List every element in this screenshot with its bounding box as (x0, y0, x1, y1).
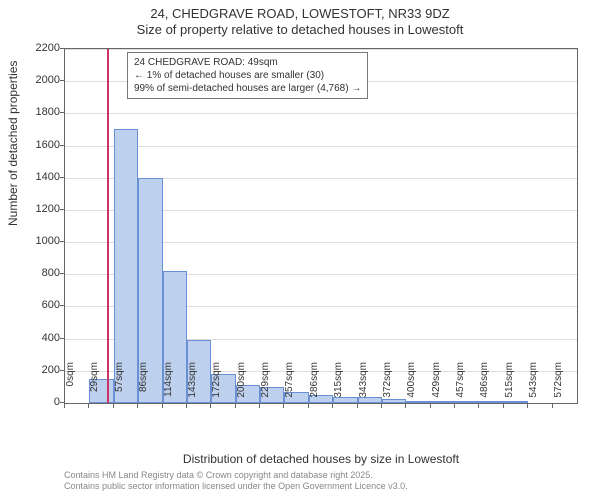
x-tick-mark (210, 404, 211, 408)
gridline (65, 113, 577, 114)
x-tick-mark (235, 404, 236, 408)
y-tick-mark (60, 112, 64, 113)
chart-title-block: 24, CHEDGRAVE ROAD, LOWESTOFT, NR33 9DZ … (0, 0, 600, 37)
annotation-line-1: 24 CHEDGRAVE ROAD: 49sqm (134, 56, 361, 69)
x-tick-mark (137, 404, 138, 408)
y-tick-mark (60, 80, 64, 81)
x-tick-label: 372sqm (382, 362, 393, 408)
title-line-2: Size of property relative to detached ho… (0, 22, 600, 38)
x-tick-label: 200sqm (236, 362, 247, 408)
annotation-line-2: ← 1% of detached houses are smaller (30) (134, 69, 361, 82)
y-axis-label: Number of detached properties (6, 61, 20, 226)
x-tick-label: 114sqm (163, 362, 174, 408)
y-tick-label: 600 (24, 299, 60, 311)
annotation-box: 24 CHEDGRAVE ROAD: 49sqm← 1% of detached… (127, 52, 368, 99)
x-tick-mark (357, 404, 358, 408)
y-tick-mark (60, 209, 64, 210)
x-tick-label: 343sqm (358, 362, 369, 408)
x-tick-label: 315sqm (333, 362, 344, 408)
x-tick-label: 515sqm (504, 362, 515, 408)
x-tick-label: 29sqm (89, 362, 100, 408)
x-axis-label: Distribution of detached houses by size … (64, 452, 578, 466)
x-tick-mark (503, 404, 504, 408)
x-tick-mark (259, 404, 260, 408)
x-tick-label: 543sqm (528, 362, 539, 408)
gridline (65, 49, 577, 50)
x-tick-mark (64, 404, 65, 408)
y-tick-mark (60, 402, 64, 403)
x-tick-label: 400sqm (406, 362, 417, 408)
x-tick-label: 486sqm (479, 362, 490, 408)
x-tick-mark (527, 404, 528, 408)
y-tick-label: 0 (24, 396, 60, 408)
y-tick-mark (60, 338, 64, 339)
y-tick-label: 2200 (24, 42, 60, 54)
x-tick-label: 429sqm (431, 362, 442, 408)
y-tick-label: 1400 (24, 171, 60, 183)
x-tick-label: 457sqm (455, 362, 466, 408)
x-tick-label: 229sqm (260, 362, 271, 408)
y-tick-label: 1000 (24, 235, 60, 247)
x-tick-label: 172sqm (211, 362, 222, 408)
x-tick-mark (381, 404, 382, 408)
y-tick-label: 200 (24, 364, 60, 376)
x-tick-mark (430, 404, 431, 408)
x-tick-mark (552, 404, 553, 408)
title-line-1: 24, CHEDGRAVE ROAD, LOWESTOFT, NR33 9DZ (0, 6, 600, 22)
y-tick-label: 800 (24, 267, 60, 279)
y-tick-mark (60, 273, 64, 274)
x-tick-label: 0sqm (65, 362, 76, 408)
x-tick-mark (162, 404, 163, 408)
x-tick-mark (88, 404, 89, 408)
annotation-line-3: 99% of semi-detached houses are larger (… (134, 82, 361, 95)
x-tick-label: 286sqm (309, 362, 320, 408)
y-tick-mark (60, 370, 64, 371)
x-tick-label: 257sqm (284, 362, 295, 408)
y-tick-label: 1600 (24, 139, 60, 151)
x-tick-mark (454, 404, 455, 408)
x-tick-mark (308, 404, 309, 408)
x-tick-mark (186, 404, 187, 408)
y-tick-mark (60, 241, 64, 242)
y-tick-mark (60, 48, 64, 49)
y-tick-mark (60, 177, 64, 178)
plot-area: 24 CHEDGRAVE ROAD: 49sqm← 1% of detached… (64, 48, 578, 404)
property-marker-line (107, 49, 109, 403)
x-tick-mark (113, 404, 114, 408)
x-tick-mark (283, 404, 284, 408)
y-tick-mark (60, 145, 64, 146)
footer-attribution: Contains HM Land Registry data © Crown c… (64, 470, 408, 492)
gridline (65, 146, 577, 147)
x-tick-mark (478, 404, 479, 408)
y-tick-label: 400 (24, 332, 60, 344)
x-tick-label: 57sqm (114, 362, 125, 408)
y-tick-label: 1200 (24, 203, 60, 215)
y-tick-label: 2000 (24, 74, 60, 86)
x-tick-label: 143sqm (187, 362, 198, 408)
y-tick-label: 1800 (24, 106, 60, 118)
x-tick-mark (332, 404, 333, 408)
property-size-chart: 24, CHEDGRAVE ROAD, LOWESTOFT, NR33 9DZ … (0, 0, 600, 500)
footer-line-1: Contains HM Land Registry data © Crown c… (64, 470, 408, 481)
x-tick-label: 572sqm (553, 362, 564, 408)
y-tick-mark (60, 305, 64, 306)
footer-line-2: Contains public sector information licen… (64, 481, 408, 492)
x-tick-mark (405, 404, 406, 408)
x-tick-label: 86sqm (138, 362, 149, 408)
